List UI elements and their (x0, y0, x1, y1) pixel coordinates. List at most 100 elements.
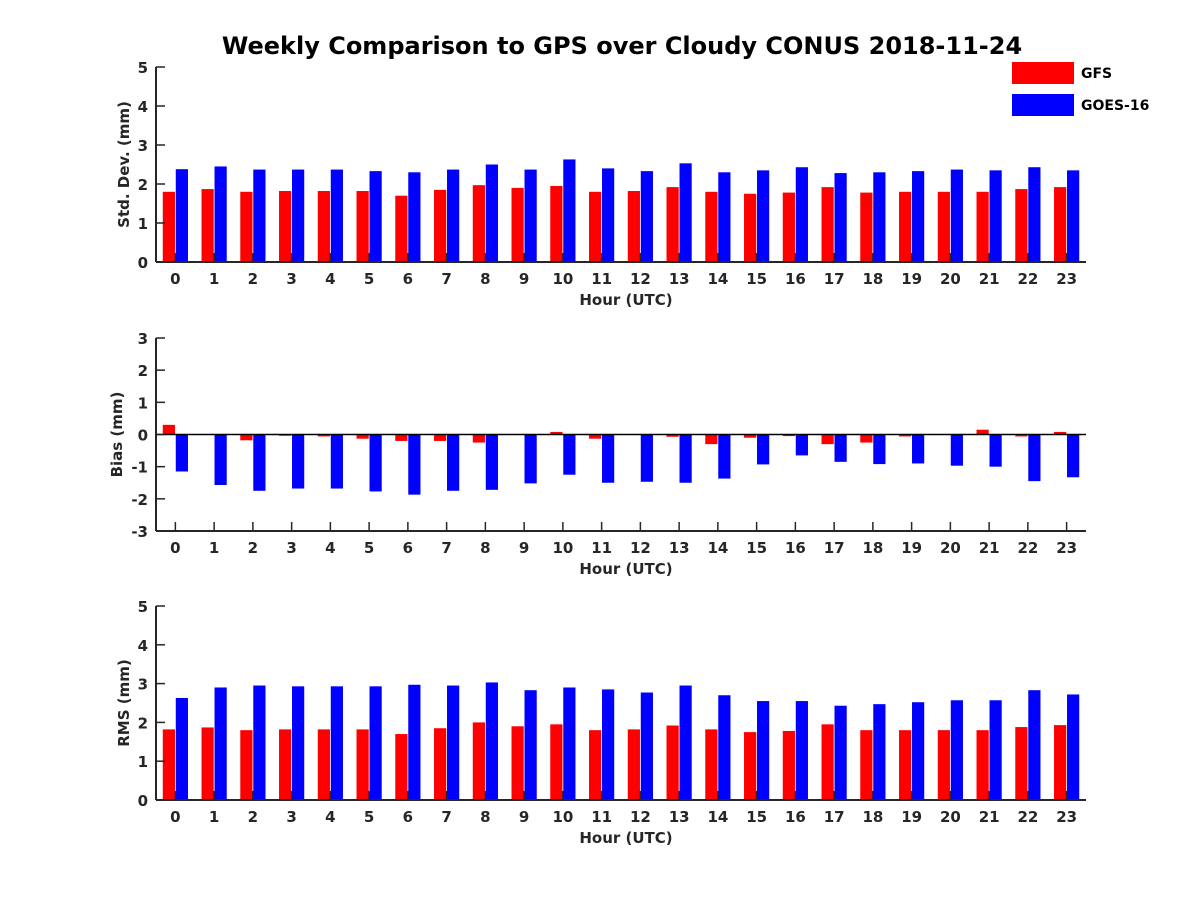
bar-gfs-hour-16 (782, 434, 795, 437)
bar-goes16-hour-16 (795, 434, 808, 456)
bar-goes16-hour-22 (1028, 434, 1041, 482)
x-tick-label: 14 (707, 808, 728, 826)
bar-gfs-hour-12 (627, 729, 640, 800)
x-tick-label: 8 (480, 808, 490, 826)
x-tick-label: 10 (552, 270, 573, 288)
bar-goes16-hour-0 (175, 169, 188, 262)
bar-goes16-hour-5 (369, 171, 382, 262)
x-tick-label: 6 (403, 808, 413, 826)
bar-gfs-hour-22 (1015, 434, 1028, 437)
x-tick-label: 19 (901, 270, 922, 288)
x-tick-label: 12 (630, 808, 651, 826)
bar-goes16-hour-1 (214, 687, 227, 800)
x-tick-label: 14 (707, 539, 728, 557)
bar-goes16-hour-18 (873, 704, 886, 800)
bar-gfs-hour-4 (317, 729, 330, 800)
x-tick-label: 23 (1056, 808, 1077, 826)
y-tick-label: 0 (138, 427, 148, 445)
x-tick-label: 20 (940, 270, 961, 288)
bar-gfs-hour-7 (434, 434, 447, 441)
bar-gfs-hour-3 (279, 191, 292, 262)
bar-gfs-hour-4 (317, 434, 330, 437)
x-tick-label: 13 (669, 808, 690, 826)
x-tick-label: 17 (824, 539, 845, 557)
x-tick-label: 15 (746, 270, 767, 288)
bar-gfs-hour-5 (356, 729, 369, 800)
x-tick-label: 15 (746, 539, 767, 557)
x-tick-label: 4 (325, 539, 335, 557)
bar-goes16-hour-14 (718, 695, 731, 800)
bar-goes16-hour-23 (1067, 434, 1080, 478)
x-tick-label: 22 (1017, 539, 1038, 557)
bar-gfs-hour-2 (240, 730, 253, 800)
bar-gfs-hour-18 (860, 192, 873, 262)
bar-gfs-hour-0 (162, 729, 175, 800)
bar-goes16-hour-18 (873, 434, 886, 465)
x-axis-label: Hour (UTC) (579, 560, 672, 578)
bar-goes16-hour-13 (679, 163, 692, 262)
x-tick-label: 18 (862, 270, 883, 288)
x-tick-label: 23 (1056, 539, 1077, 557)
bar-goes16-hour-2 (253, 169, 266, 262)
bar-goes16-hour-14 (718, 172, 731, 262)
bar-goes16-hour-11 (602, 434, 615, 483)
y-tick-label: 2 (138, 362, 148, 380)
bar-gfs-hour-19 (899, 434, 912, 437)
x-tick-label: 21 (979, 270, 1000, 288)
bar-gfs-hour-17 (821, 434, 834, 445)
bar-gfs-hour-18 (860, 434, 873, 443)
x-tick-label: 12 (630, 270, 651, 288)
x-tick-label: 0 (170, 539, 180, 557)
bar-goes16-hour-17 (834, 434, 847, 462)
bar-gfs-hour-10 (550, 724, 563, 800)
bar-gfs-hour-19 (899, 191, 912, 262)
bar-gfs-hour-14 (705, 191, 718, 262)
bar-goes16-hour-3 (292, 434, 305, 489)
bar-gfs-hour-20 (937, 730, 950, 800)
x-tick-label: 7 (441, 270, 451, 288)
bar-gfs-hour-12 (627, 191, 640, 262)
bar-gfs-hour-9 (511, 187, 524, 262)
bar-goes16-hour-0 (175, 697, 188, 800)
bar-gfs-hour-2 (240, 191, 253, 262)
bar-goes16-hour-8 (485, 164, 498, 262)
bar-gfs-hour-1 (201, 189, 214, 262)
bar-gfs-hour-2 (240, 434, 253, 441)
y-axis-label: Std. Dev. (mm) (115, 101, 133, 228)
x-tick-label: 3 (286, 539, 296, 557)
x-tick-label: 8 (480, 270, 490, 288)
x-tick-label: 8 (480, 539, 490, 557)
bar-gfs-hour-23 (1054, 187, 1067, 262)
bar-goes16-hour-5 (369, 434, 382, 492)
y-tick-label: 3 (138, 137, 148, 155)
x-tick-label: 5 (364, 539, 374, 557)
bar-goes16-hour-9 (524, 434, 537, 484)
y-tick-label: 1 (138, 394, 148, 412)
x-tick-label: 13 (669, 270, 690, 288)
x-tick-label: 11 (591, 270, 612, 288)
x-tick-label: 6 (403, 539, 413, 557)
bar-gfs-hour-23 (1054, 431, 1067, 435)
x-tick-label: 11 (591, 539, 612, 557)
bar-goes16-hour-10 (563, 434, 576, 475)
x-tick-label: 0 (170, 270, 180, 288)
bar-gfs-hour-11 (589, 191, 602, 262)
bar-gfs-hour-22 (1015, 189, 1028, 262)
y-axis-label: Bias (mm) (108, 392, 126, 478)
bar-gfs-hour-8 (472, 722, 485, 800)
bar-gfs-hour-23 (1054, 725, 1067, 800)
bar-gfs-hour-11 (589, 434, 602, 439)
legend-swatch-1 (1012, 94, 1074, 116)
bar-gfs-hour-7 (434, 728, 447, 800)
bar-goes16-hour-8 (485, 682, 498, 800)
bar-gfs-hour-0 (162, 191, 175, 262)
y-tick-label: 3 (138, 330, 148, 348)
bar-goes16-hour-22 (1028, 167, 1041, 262)
bar-goes16-hour-21 (989, 170, 1002, 262)
bar-gfs-hour-9 (511, 726, 524, 800)
x-tick-label: 5 (364, 270, 374, 288)
y-tick-label: 1 (138, 753, 148, 771)
y-tick-label: 0 (138, 254, 148, 272)
bar-gfs-hour-21 (976, 191, 989, 262)
